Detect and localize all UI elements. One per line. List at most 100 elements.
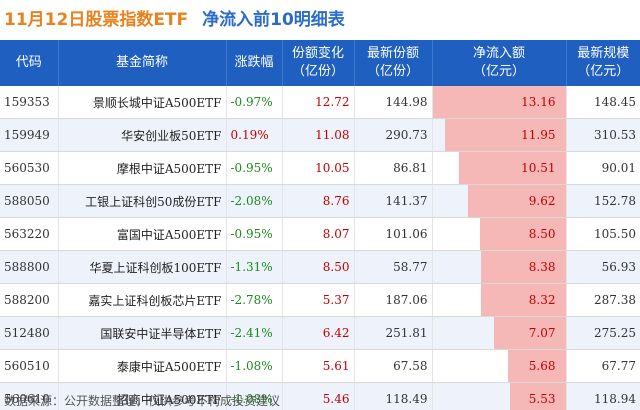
latest-share-cell: 86.81 (354, 151, 433, 185)
latest-share-cell: 118.49 (354, 382, 433, 410)
fund-name-cell: 工银上证科创50成份ETF (58, 184, 227, 218)
latest-share-cell: 144.98 (354, 86, 433, 119)
fund-name-cell: 摩根中证A500ETF (58, 151, 227, 185)
share-change-cell: 8.07 (282, 217, 355, 251)
share-change-cell: 8.76 (282, 184, 355, 218)
inflow-cell: 8.38 (432, 250, 567, 284)
fund-name-cell: 嘉实上证科创板芯片ETF (58, 283, 227, 317)
source-footnote: 数据来源：公开数据整理，仅供参考不构成投资建议 (4, 394, 281, 408)
inflow-cell: 5.68 (432, 349, 567, 383)
inflow-bar (480, 251, 565, 283)
table-header-row: 代码 基金简称 涨跌幅 份额变化 （亿份） 最新份额 （亿份） 净流入额 （亿元） 最新规模 （亿元… (0, 40, 640, 86)
inflow-bar (432, 86, 565, 118)
inflow-cell: 7.07 (432, 316, 567, 350)
inflow-bar (459, 152, 565, 184)
share-change-cell: 12.72 (282, 86, 355, 119)
inflow-cell: 8.50 (432, 217, 567, 251)
inflow-value: 11.95 (521, 128, 556, 142)
table-row: 588800 华夏上证科创板100ETF -1.31% 8.50 58.77 8.38 56… (0, 250, 640, 284)
title-date: 11月12日股票指数ETF (4, 9, 189, 30)
fund-name-cell: 国联安中证半导体ETF (58, 316, 227, 350)
change-pct-cell: -0.97% (226, 86, 283, 119)
inflow-bar (508, 350, 565, 382)
header-name: 基金简称 (58, 40, 227, 86)
latest-share-cell: 58.77 (354, 250, 433, 284)
header-share-change: 份额变化 （亿份） (282, 40, 355, 86)
header-inflow: 净流入额 （亿元） (432, 40, 567, 86)
header-code: 代码 (0, 40, 59, 86)
change-pct-cell: 0.19% (226, 118, 283, 152)
fund-name-cell: 景顺长城中证A500ETF (58, 86, 227, 119)
table-row: 560610 招商中证A500ETF -1.08% 5.46 118.49 5.53 118… (0, 382, 640, 410)
fund-code-cell: 588050 (0, 184, 59, 218)
inflow-value: 7.07 (528, 326, 556, 340)
inflow-cell: 9.62 (432, 184, 567, 218)
inflow-bar (481, 284, 565, 316)
inflow-value: 8.50 (528, 227, 556, 241)
table-row: 588050 工银上证科创50成份ETF -2.08% 8.76 141.37 9.62 1… (0, 184, 640, 218)
inflow-bar (444, 119, 565, 151)
share-change-cell: 5.61 (282, 349, 355, 383)
title-bar: 11月12日股票指数ETF 净流入前10明细表 (0, 0, 640, 34)
fund-name-cell: 招商中证A500ETF (58, 382, 227, 410)
header-change: 涨跌幅 (226, 40, 283, 86)
fund-name-cell: 富国中证A500ETF (58, 217, 227, 251)
latest-scale-cell: 56.93 (566, 250, 640, 284)
table-row: 159949 华安创业板50ETF 0.19% 11.08 290.73 11.95 310… (0, 118, 640, 152)
latest-scale-cell: 118.94 (566, 382, 640, 410)
latest-share-cell: 251.81 (354, 316, 433, 350)
fund-code-cell: 560530 (0, 151, 59, 185)
latest-scale-cell: 105.50 (566, 217, 640, 251)
table-row: 512480 国联安中证半导体ETF -2.41% 6.42 251.81 7.07 275… (0, 316, 640, 350)
latest-share-cell: 141.37 (354, 184, 433, 218)
fund-code-cell: 159949 (0, 118, 59, 152)
share-change-cell: 11.08 (282, 118, 355, 152)
change-pct-cell: -1.08% (226, 382, 283, 410)
latest-scale-cell: 287.38 (566, 283, 640, 317)
latest-share-cell: 101.06 (354, 217, 433, 251)
fund-name-cell: 华安创业板50ETF (58, 118, 227, 152)
fund-code-cell: 159353 (0, 86, 59, 119)
inflow-bar (468, 185, 565, 217)
latest-share-cell: 187.06 (354, 283, 433, 317)
inflow-bar (479, 218, 565, 250)
inflow-value: 13.16 (521, 95, 556, 109)
share-change-cell: 5.37 (282, 283, 355, 317)
header-latest-share: 最新份额 （亿份） (354, 40, 433, 86)
change-pct-cell: -0.95% (226, 151, 283, 185)
latest-scale-cell: 67.77 (566, 349, 640, 383)
page-title: 净流入前10明细表 (202, 9, 345, 30)
fund-code-cell: 588200 (0, 283, 59, 317)
fund-name-cell: 泰康中证A500ETF (58, 349, 227, 383)
table-row: 159353 景顺长城中证A500ETF -0.97% 12.72 144.98 13.1… (0, 86, 640, 119)
table-row: 560530 摩根中证A500ETF -0.95% 10.05 86.81 10.51 90… (0, 151, 640, 185)
inflow-cell: 11.95 (432, 118, 567, 152)
share-change-cell: 8.50 (282, 250, 355, 284)
latest-share-cell: 67.58 (354, 349, 433, 383)
table-row: 560510 泰康中证A500ETF -1.08% 5.61 67.58 5.68 67.7… (0, 349, 640, 383)
inflow-value: 8.38 (528, 260, 556, 274)
share-change-cell: 6.42 (282, 316, 355, 350)
fund-code-cell: 512480 (0, 316, 59, 350)
share-change-cell: 10.05 (282, 151, 355, 185)
table-row: 563220 富国中证A500ETF -0.95% 8.07 101.06 8.50 105… (0, 217, 640, 251)
share-change-cell: 5.46 (282, 382, 355, 410)
table-row: 588200 嘉实上证科创板芯片ETF -2.78% 5.37 187.06 8.32 28… (0, 283, 640, 317)
change-pct-cell: -0.95% (226, 217, 283, 251)
fund-code-cell: 560610 (0, 382, 59, 410)
change-pct-cell: -2.78% (226, 283, 283, 317)
table-body: 159353 景顺长城中证A500ETF -0.97% 12.72 144.98 13.1… (0, 86, 640, 410)
change-pct-cell: -1.08% (226, 349, 283, 383)
latest-scale-cell: 310.53 (566, 118, 640, 152)
inflow-cell: 8.32 (432, 283, 567, 317)
fund-name-cell: 华夏上证科创板100ETF (58, 250, 227, 284)
latest-scale-cell: 148.45 (566, 86, 640, 119)
latest-share-cell: 290.73 (354, 118, 433, 152)
inflow-value: 10.51 (521, 161, 556, 175)
inflow-value: 8.32 (528, 293, 556, 307)
inflow-value: 5.53 (528, 392, 556, 406)
inflow-cell: 13.16 (432, 86, 567, 119)
inflow-cell: 5.53 (432, 382, 567, 410)
inflow-cell: 10.51 (432, 151, 567, 185)
latest-scale-cell: 275.25 (566, 316, 640, 350)
